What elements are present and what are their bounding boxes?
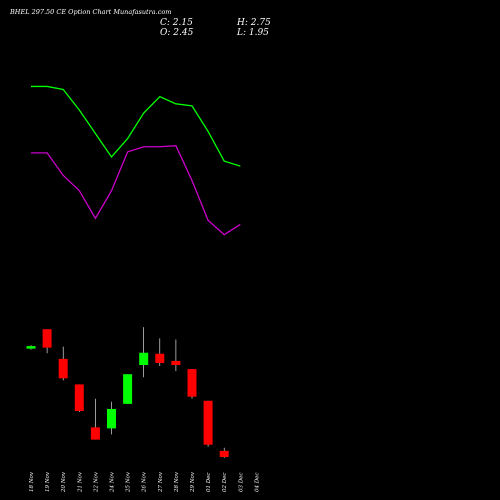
x-tick-label: 25 Nov <box>126 471 132 493</box>
ohlc-close: C: 2.15 <box>160 18 193 28</box>
chart-title: BHEL 297.50 CE Option Chart Munafasutra.… <box>10 8 172 16</box>
x-tick-label: 18 Nov <box>29 471 35 492</box>
x-tick-label: 22 Nov <box>93 471 99 493</box>
x-tick-label: 21 Nov <box>77 471 83 493</box>
overlay-line-2 <box>31 145 241 236</box>
ohlc-low: L: 1.95 <box>237 28 269 38</box>
candle-body <box>203 400 213 445</box>
candle-body <box>107 408 116 429</box>
candle-body <box>155 353 165 363</box>
x-tick-label: 20 Nov <box>61 471 67 493</box>
x-tick-label: 02 Dec <box>222 473 228 493</box>
candle-body <box>219 450 229 457</box>
candle-body <box>74 384 84 411</box>
candle-body <box>187 369 197 397</box>
x-tick-label: 03 Dec <box>238 473 244 493</box>
x-tick-label: 26 Nov <box>142 471 148 493</box>
x-tick-label: 19 Nov <box>45 471 51 492</box>
candle-body <box>90 427 100 440</box>
ohlc-high: H: 2.75 <box>237 18 271 28</box>
x-tick-label: 28 Nov <box>174 471 180 493</box>
candle-body <box>123 374 133 404</box>
candle-body <box>42 329 52 348</box>
x-tick-label: 29 Nov <box>190 471 196 493</box>
x-tick-label: 04 Dec <box>254 473 260 493</box>
x-tick-label: 01 Dec <box>206 473 212 493</box>
candle-body <box>58 358 68 379</box>
overlay-line-1 <box>31 85 241 167</box>
ohlc-open: O: 2.45 <box>160 28 194 38</box>
candle-body <box>26 346 36 349</box>
x-tick-label: 24 Nov <box>110 471 116 493</box>
candle-body <box>139 352 149 365</box>
x-tick-label: 27 Nov <box>158 471 164 493</box>
candle-body <box>171 360 181 365</box>
